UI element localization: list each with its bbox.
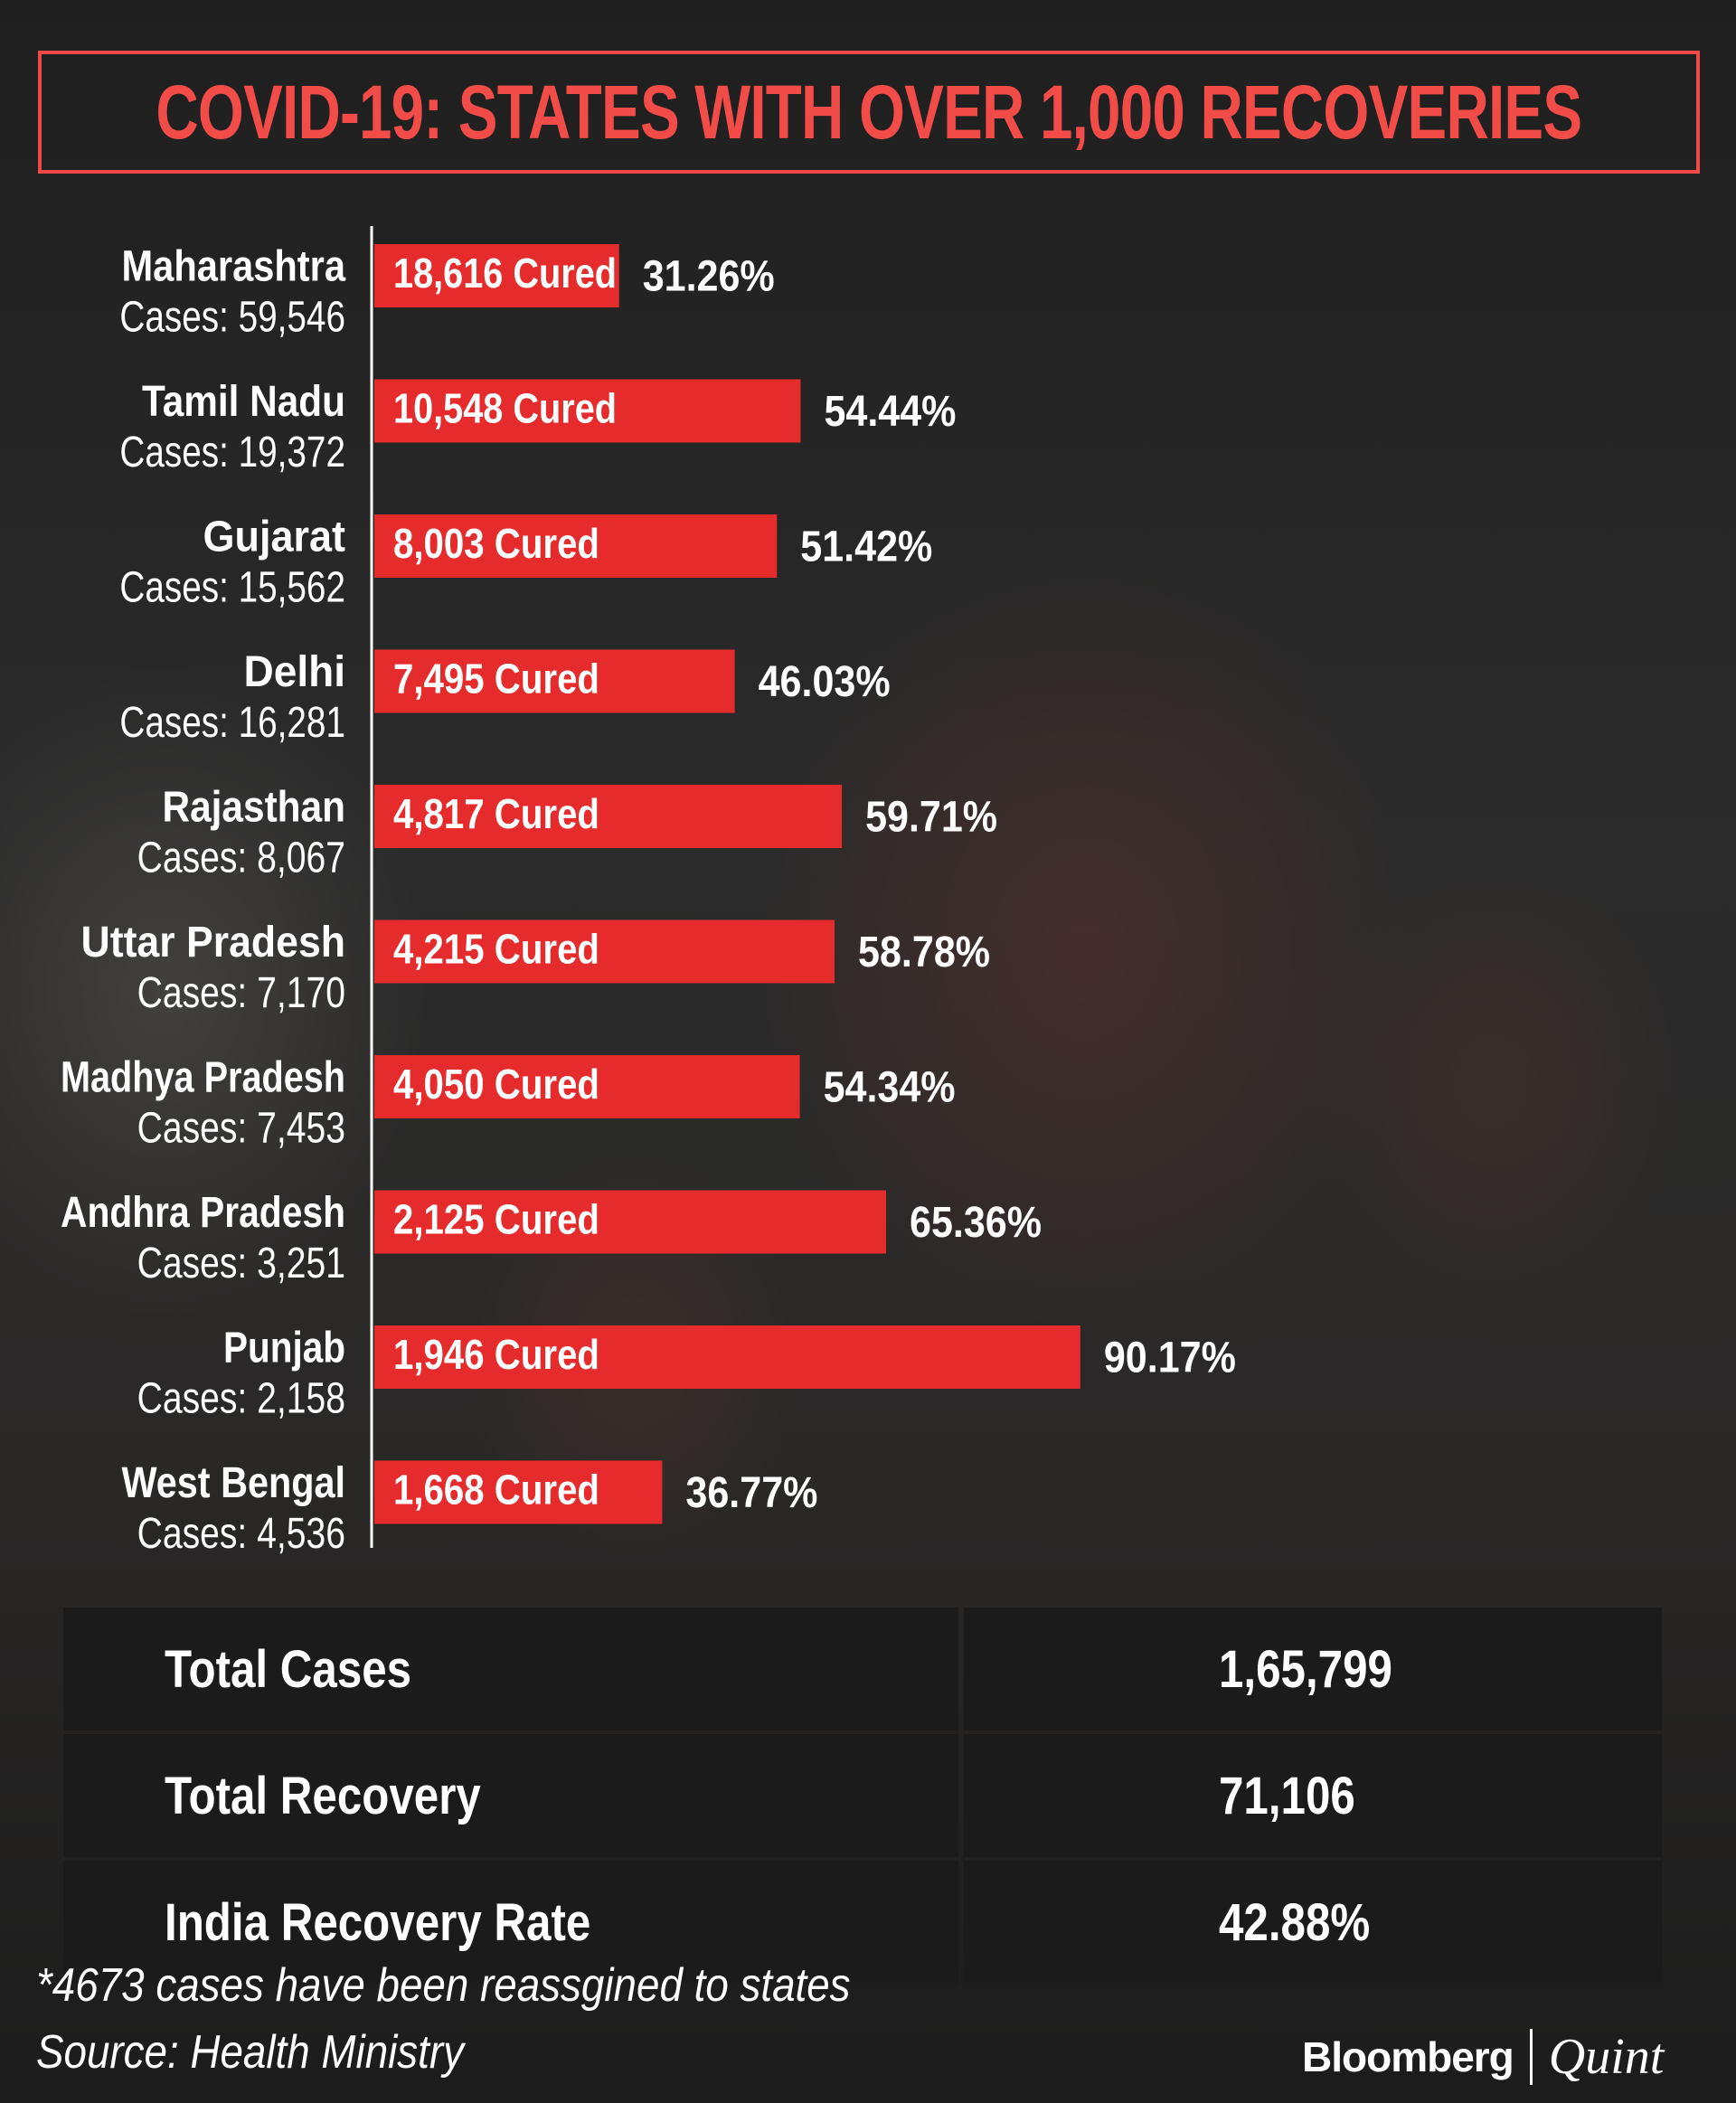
bar-cured-label: 4,817 Cured: [393, 790, 599, 837]
bar-cured-label: 1,946 Cured: [393, 1331, 599, 1378]
bar-cured-label: 10,548 Cured: [393, 385, 617, 432]
bar-uttar-pradesh: [374, 919, 835, 984]
summary-value: 42.88%: [1219, 1892, 1371, 1952]
title-frame: COVID-19: STATES WITH OVER 1,000 RECOVER…: [38, 51, 1700, 174]
bar-tamil-nadu: [374, 379, 801, 443]
summary-label: Total Cases: [165, 1639, 412, 1699]
brand-divider: [1529, 2029, 1533, 2085]
summary-row-total-cases: Total Cases 1,65,799: [63, 1608, 1662, 1730]
bar-maharashtra: [374, 244, 619, 307]
state-name-label: Tamil Nadu: [142, 378, 345, 426]
summary-row-recovery-rate: India Recovery Rate 42.88%: [63, 1861, 1662, 1984]
bar-cured-label: 7,495 Cured: [393, 655, 599, 703]
state-name-label: Maharashtra: [122, 243, 346, 291]
bar-cured-label: 4,050 Cured: [393, 1061, 599, 1108]
bar-cured-label: 4,215 Cured: [393, 926, 599, 973]
source-note: Source: Health Ministry: [36, 2026, 465, 2079]
summary-label: Total Recovery: [165, 1766, 481, 1825]
summary-label: India Recovery Rate: [165, 1892, 591, 1952]
state-cases-label: Cases: 3,251: [137, 1240, 345, 1287]
state-name-label: Rajasthan: [163, 784, 346, 832]
summary-table: Total Cases 1,65,799 Total Recovery 71,1…: [63, 1608, 1662, 1987]
bar-value-label: 46.03%: [759, 658, 891, 706]
bar-value-label: 54.34%: [824, 1064, 956, 1112]
brand-quint: Quint: [1548, 2029, 1665, 2085]
state-name-label: Madhya Pradesh: [61, 1054, 345, 1102]
bar-value-label: 90.17%: [1104, 1334, 1236, 1382]
bar-value-label: 65.36%: [910, 1199, 1042, 1247]
bar-cured-label: 1,668 Cured: [393, 1466, 599, 1514]
brand-logo: Bloomberg Quint: [1302, 2025, 1718, 2089]
summary-row-total-recovery: Total Recovery 71,106: [63, 1734, 1662, 1857]
state-name-label: Punjab: [223, 1325, 345, 1372]
bar-cured-label: 8,003 Cured: [393, 520, 599, 567]
summary-value: 1,65,799: [1219, 1639, 1392, 1699]
bar-rajasthan: [374, 785, 843, 848]
state-name-label: Gujarat: [203, 514, 346, 561]
state-cases-label: Cases: 2,158: [137, 1375, 345, 1423]
state-cases-label: Cases: 15,562: [119, 564, 345, 612]
state-name-label: West Bengal: [122, 1459, 346, 1507]
bar-madhya-pradesh: [374, 1055, 800, 1118]
state-cases-label: Cases: 7,170: [137, 969, 345, 1017]
bar-andhra-pradesh: [374, 1190, 887, 1254]
bar-value-label: 59.71%: [865, 794, 997, 842]
summary-value: 71,106: [1219, 1766, 1355, 1825]
state-cases-label: Cases: 7,453: [137, 1105, 345, 1153]
footnote: *4673 cases have been reassgined to stat…: [36, 1959, 851, 2012]
state-cases-label: Cases: 4,536: [137, 1510, 345, 1558]
state-cases-label: Cases: 59,546: [119, 294, 345, 342]
bar-cured-label: 18,616 Cured: [393, 250, 617, 297]
bar-gujarat: [374, 514, 778, 578]
bar-value-label: 58.78%: [858, 929, 990, 976]
bar-value-label: 51.42%: [800, 523, 932, 571]
bar-punjab: [374, 1325, 1080, 1389]
bar-value-label: 31.26%: [643, 253, 775, 301]
bar-value-label: 54.44%: [824, 388, 956, 436]
bar-value-label: 36.77%: [685, 1469, 817, 1517]
bar-west-bengal: [374, 1460, 663, 1524]
state-name-label: Uttar Pradesh: [81, 919, 346, 967]
state-cases-label: Cases: 16,281: [119, 699, 345, 747]
state-name-label: Delhi: [244, 648, 346, 696]
bar-cured-label: 2,125 Cured: [393, 1196, 599, 1243]
bar-delhi: [374, 649, 735, 713]
state-cases-label: Cases: 19,372: [119, 429, 345, 476]
brand-bloomberg: Bloomberg: [1302, 2033, 1514, 2080]
state-name-label: Andhra Pradesh: [61, 1189, 345, 1237]
state-cases-label: Cases: 8,067: [137, 835, 345, 882]
chart-title: COVID-19: STATES WITH OVER 1,000 RECOVER…: [156, 69, 1583, 155]
